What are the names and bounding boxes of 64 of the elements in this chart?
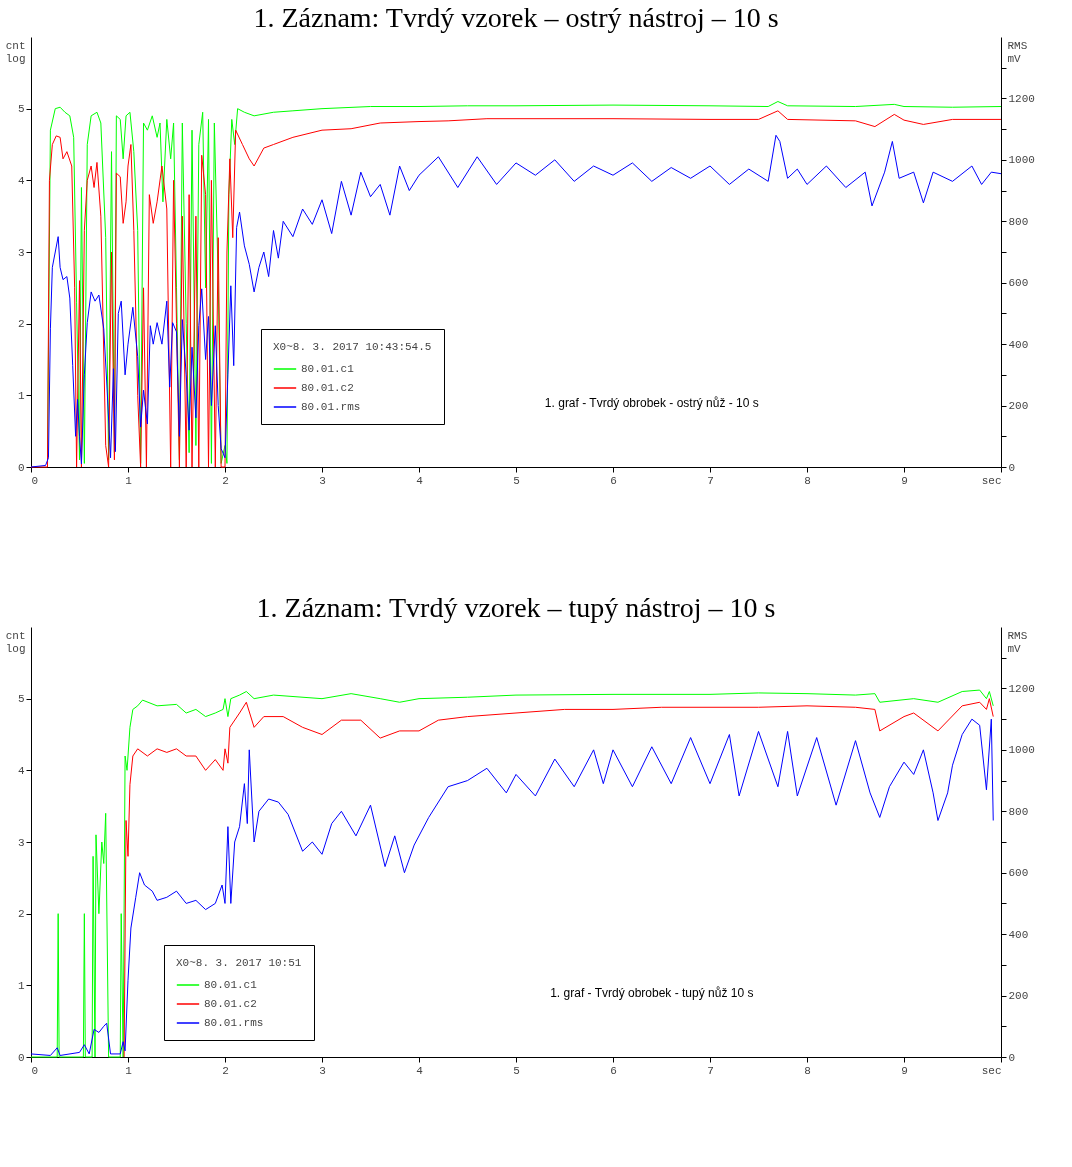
legend-label: 80.01.c2 xyxy=(204,998,257,1010)
y-tick-label: 1 xyxy=(17,979,25,992)
y2-tick-label: 400 xyxy=(1008,338,1029,351)
x-tick-label: 7 xyxy=(707,474,714,487)
annotation: 1. graf - Tvrdý obrobek - ostrý nůž - 10 s xyxy=(544,395,759,410)
y-tick-label: 4 xyxy=(17,174,25,187)
x-tick-label: 9 xyxy=(901,1064,908,1077)
y2-tick-label: 800 xyxy=(1008,805,1029,818)
y-tick-label: 5 xyxy=(17,693,25,706)
legend-label: 80.01.rms xyxy=(301,401,361,413)
y-tick-label: 0 xyxy=(17,461,25,474)
y2-tick-label: 200 xyxy=(1008,400,1029,413)
x-tick-label: 3 xyxy=(319,1064,326,1077)
y2-axis-title: RMS mV xyxy=(1007,39,1028,65)
legend-title: X0~8. 3. 2017 10:51 xyxy=(176,957,302,969)
legend-title: X0~8. 3. 2017 10:43:54.5 xyxy=(273,341,432,353)
y-tick-label: 4 xyxy=(17,764,25,777)
x-tick-label: 5 xyxy=(513,1064,520,1077)
y2-tick-label: 1000 xyxy=(1008,154,1035,167)
y2-tick-label: 0 xyxy=(1008,461,1016,474)
y-tick-label: 1 xyxy=(17,389,25,402)
y2-tick-label: 1200 xyxy=(1008,682,1035,695)
legend-label: 80.01.c2 xyxy=(301,382,354,394)
x-tick-label: 5 xyxy=(513,474,520,487)
x-tick-label: 2 xyxy=(222,1064,229,1077)
y2-tick-label: 600 xyxy=(1008,867,1029,880)
x-tick-label: sec xyxy=(981,474,1002,487)
chart-title: 1. Záznam: Tvrdý vzorek – tupý nástroj – 10 s xyxy=(256,592,776,623)
y2-tick-label: 800 xyxy=(1008,215,1029,228)
x-tick-label: 6 xyxy=(610,1064,617,1077)
y-tick-label: 5 xyxy=(17,103,25,116)
y2-axis-title: RMS mV xyxy=(1007,629,1028,655)
y-tick-label: 2 xyxy=(17,318,25,331)
y-tick-label: 0 xyxy=(17,1051,25,1064)
x-tick-label: 9 xyxy=(901,474,908,487)
x-tick-label: 4 xyxy=(416,1064,424,1077)
x-tick-label: 4 xyxy=(416,474,424,487)
x-tick-label: 2 xyxy=(222,474,229,487)
x-tick-label: 7 xyxy=(707,1064,714,1077)
x-tick-label: 8 xyxy=(804,474,811,487)
x-tick-label: 8 xyxy=(804,1064,811,1077)
y-tick-label: 2 xyxy=(17,908,25,921)
y-tick-label: 3 xyxy=(17,246,25,259)
legend-label: 80.01.c1 xyxy=(204,979,258,991)
x-tick-label: 1 xyxy=(125,1064,133,1077)
annotation: 1. graf - Tvrdý obrobek - tupý nůž 10 s xyxy=(550,985,754,1000)
y-axis-title: cnt log xyxy=(5,39,26,65)
y2-tick-label: 200 xyxy=(1008,990,1029,1003)
y-tick-label: 3 xyxy=(17,836,25,849)
y2-tick-label: 0 xyxy=(1008,1051,1016,1064)
legend-label: 80.01.c1 xyxy=(301,363,355,375)
x-tick-label: 0 xyxy=(31,474,39,487)
chart-title: 1. Záznam: Tvrdý vzorek – ostrý nástroj – 10 s xyxy=(253,2,779,33)
x-tick-label: 3 xyxy=(319,474,326,487)
x-tick-label: 6 xyxy=(610,474,617,487)
y-axis-title: cnt log xyxy=(5,629,26,655)
y2-tick-label: 1200 xyxy=(1008,92,1035,105)
legend-label: 80.01.rms xyxy=(204,1017,264,1029)
y2-tick-label: 400 xyxy=(1008,928,1029,941)
x-tick-label: sec xyxy=(981,1064,1002,1077)
x-tick-label: 0 xyxy=(31,1064,39,1077)
y2-tick-label: 600 xyxy=(1008,277,1029,290)
x-tick-label: 1 xyxy=(125,474,133,487)
y2-tick-label: 1000 xyxy=(1008,744,1035,757)
